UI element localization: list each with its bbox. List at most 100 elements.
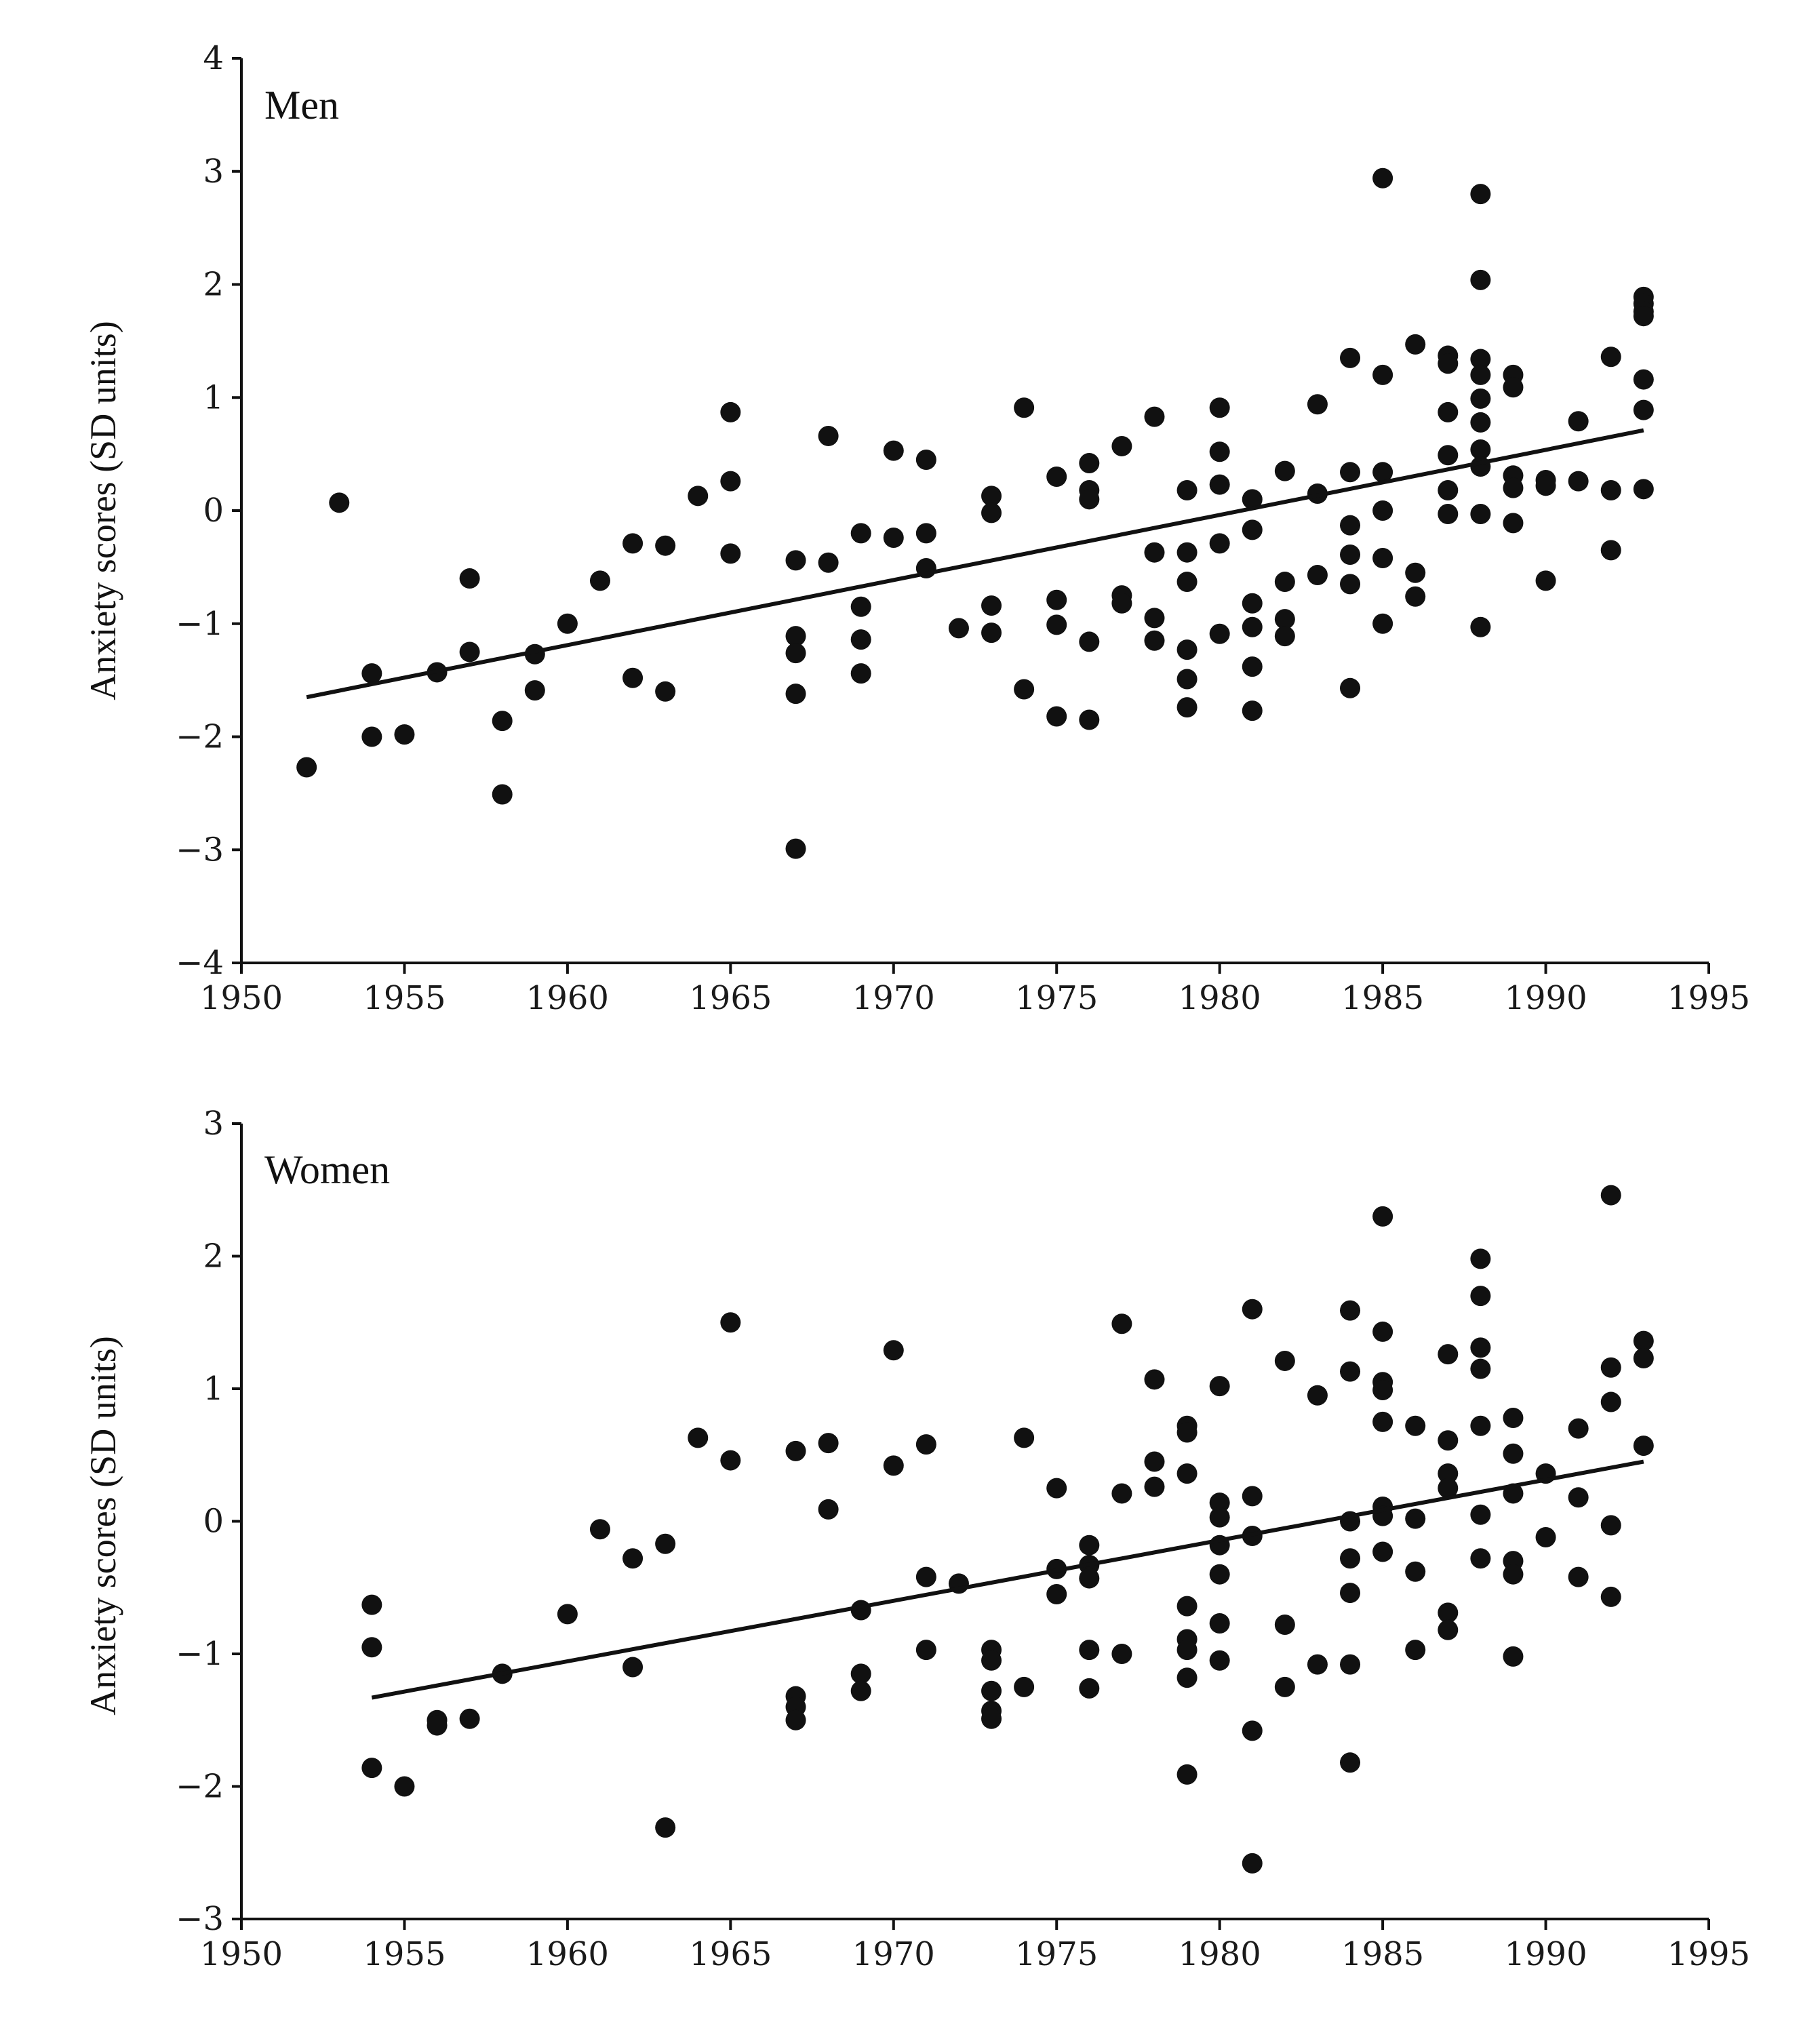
data-point: [1438, 445, 1459, 466]
data-point: [1014, 397, 1035, 418]
data-point: [1372, 1379, 1393, 1400]
y-tick-label: 2: [203, 1238, 224, 1275]
data-point: [785, 838, 806, 859]
y-axis-title: Anxiety scores (SD units): [83, 321, 123, 700]
data-point: [1274, 1350, 1295, 1371]
data-point: [688, 486, 709, 507]
x-tick-label: 1965: [689, 1935, 772, 1973]
data-point: [1111, 593, 1132, 614]
data-point: [981, 1650, 1002, 1671]
data-point: [850, 1663, 871, 1684]
data-point: [1470, 1358, 1491, 1379]
data-point: [1307, 1385, 1328, 1406]
data-point: [785, 1709, 806, 1730]
data-point: [1111, 1313, 1132, 1334]
data-point: [818, 552, 839, 573]
data-point: [785, 626, 806, 647]
data-point: [394, 724, 415, 745]
y-tick-label: −4: [176, 944, 224, 982]
y-tick-label: −2: [176, 718, 224, 756]
data-point: [915, 523, 936, 544]
data-point: [1242, 1853, 1263, 1874]
data-point: [1340, 1361, 1361, 1382]
data-point: [524, 680, 545, 701]
panel-label: Men: [264, 83, 339, 127]
data-point: [1079, 1640, 1100, 1661]
data-point: [1633, 479, 1654, 500]
data-point: [1307, 565, 1328, 586]
y-tick-label: −2: [176, 1768, 224, 1806]
data-point: [1470, 184, 1491, 205]
x-tick-label: 1995: [1667, 979, 1750, 1017]
data-point: [1372, 613, 1393, 634]
data-point: [1079, 1678, 1100, 1699]
x-tick-label: 1995: [1667, 1935, 1750, 1973]
data-point: [883, 528, 904, 549]
data-point: [1144, 406, 1165, 427]
data-point: [1470, 269, 1491, 290]
data-point: [1209, 474, 1230, 495]
data-point: [557, 1604, 578, 1625]
data-point: [1014, 1676, 1035, 1697]
data-point: [329, 492, 350, 513]
data-point: [720, 401, 741, 422]
data-point: [1470, 1337, 1491, 1358]
data-point: [1144, 1369, 1165, 1390]
data-point: [1470, 1548, 1491, 1569]
data-point: [785, 643, 806, 664]
x-tick-label: 1965: [689, 979, 772, 1017]
data-point: [1046, 1478, 1067, 1499]
data-point: [1111, 1644, 1132, 1664]
x-tick-label: 1960: [526, 1935, 609, 1973]
data-point: [1046, 706, 1067, 727]
data-point: [1438, 1463, 1459, 1484]
data-point: [1340, 677, 1361, 698]
data-point: [622, 667, 644, 688]
data-point: [915, 1566, 936, 1587]
x-tick-label: 1950: [200, 1935, 283, 1973]
data-point: [1438, 479, 1459, 500]
data-point: [1274, 626, 1295, 647]
data-point: [1470, 364, 1491, 385]
data-point: [1470, 1286, 1491, 1307]
data-point: [622, 533, 644, 554]
data-point: [1600, 1586, 1621, 1607]
data-point: [589, 1519, 610, 1540]
data-point: [1242, 616, 1263, 637]
data-point: [1014, 1427, 1035, 1448]
data-point: [1470, 439, 1491, 460]
data-point: [655, 1817, 676, 1838]
data-point: [1340, 462, 1361, 483]
data-point: [1568, 1566, 1589, 1587]
data-point: [1600, 540, 1621, 561]
data-point: [818, 425, 839, 446]
data-point: [1079, 489, 1100, 510]
data-point: [915, 1434, 936, 1455]
data-point: [1438, 1478, 1459, 1499]
data-point: [459, 641, 480, 662]
data-point: [1209, 623, 1230, 644]
data-point: [1600, 479, 1621, 500]
data-point: [1372, 1541, 1393, 1562]
data-point: [720, 1450, 741, 1471]
data-point: [818, 1499, 839, 1520]
data-point: [1046, 1584, 1067, 1605]
data-point: [1046, 614, 1067, 635]
data-point: [1372, 1206, 1393, 1227]
data-point: [981, 595, 1002, 616]
data-point: [589, 570, 610, 591]
data-point: [1503, 377, 1524, 398]
data-point: [688, 1427, 709, 1448]
data-point: [1209, 1650, 1230, 1671]
data-point: [1340, 574, 1361, 595]
x-tick-label: 1975: [1015, 979, 1098, 1017]
data-point: [1372, 1321, 1393, 1342]
x-tick-label: 1970: [852, 979, 935, 1017]
data-point: [1079, 452, 1100, 473]
x-tick-label: 1990: [1504, 979, 1587, 1017]
data-point: [1633, 1436, 1654, 1457]
data-point: [720, 543, 741, 564]
data-point: [1176, 1463, 1198, 1484]
data-point: [1600, 1391, 1621, 1412]
